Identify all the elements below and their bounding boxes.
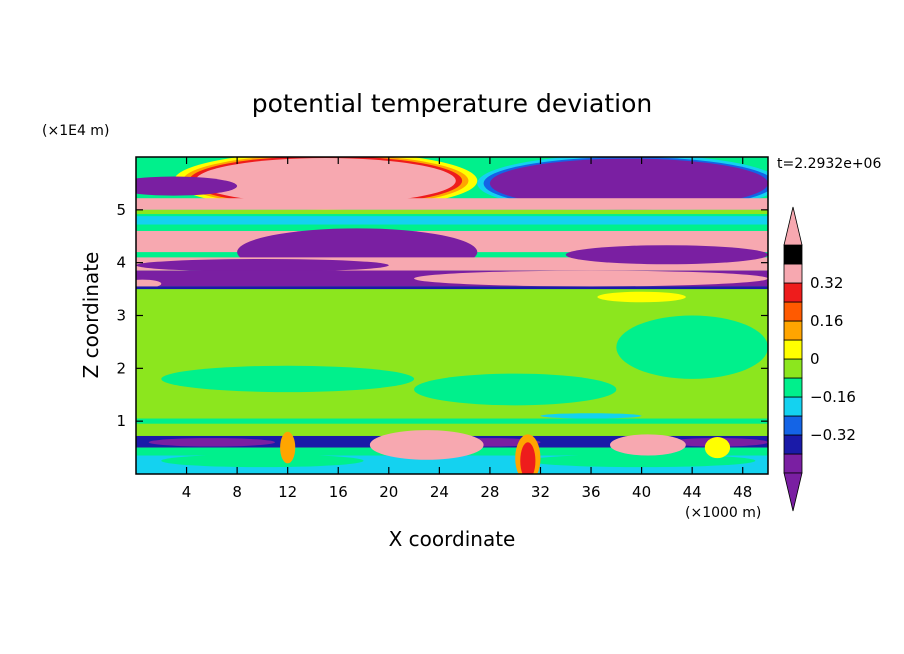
colorbar-swatch [783, 339, 803, 360]
field-region-32 [148, 438, 276, 447]
field-region-13 [136, 216, 768, 225]
y-axis-label: Z coordinate [79, 252, 103, 379]
colorbar-swatch [783, 453, 803, 474]
field-region-23 [136, 286, 768, 290]
colorbar-label: 0.32 [810, 274, 843, 292]
field-region-24 [597, 291, 686, 303]
y-tick-label: 3 [116, 307, 126, 325]
x-axis: 4 8 12 16 20 24 28 32 36 40 44 48 [182, 157, 752, 501]
field-region-43 [280, 431, 296, 464]
x-tick-label: 20 [379, 483, 398, 501]
colorbar-under-triangle [783, 472, 803, 512]
colorbar-swatch [783, 415, 803, 436]
field-region-6 [195, 158, 456, 204]
colorbar-swatch [783, 434, 803, 455]
field-region-22 [136, 279, 162, 289]
x-tick-label: 36 [581, 483, 600, 501]
x-tick-label: 44 [683, 483, 702, 501]
colorbar-swatch [783, 301, 803, 322]
field-region-37 [161, 454, 364, 468]
x-tick-label: 16 [329, 483, 348, 501]
y-axis: 1 2 3 4 5 [116, 201, 768, 430]
y-tick-label: 4 [116, 254, 126, 272]
colorbar-swatch [783, 358, 803, 379]
colorbar-swatch [783, 377, 803, 398]
field-region-19 [565, 245, 768, 265]
x-tick-label: 24 [430, 483, 449, 501]
time-label: t=2.2932e+06 [777, 156, 881, 172]
colorbar-swatch [783, 263, 803, 284]
y-tick-label: 2 [116, 359, 126, 377]
colorbar-over-triangle [783, 206, 803, 246]
field-region-39 [369, 430, 484, 460]
field-region-10 [136, 176, 238, 196]
field-region-25 [161, 365, 415, 393]
colorbar-swatch [783, 244, 803, 265]
chart-title: potential temperature deviation [252, 89, 652, 118]
y-tick-label: 1 [116, 412, 126, 430]
y-unit-label: (×1E4 m) [42, 123, 109, 139]
field-region-29 [136, 423, 768, 435]
field-region-40 [610, 434, 686, 456]
field-region-26 [616, 315, 768, 379]
colorbar-label: −0.32 [810, 426, 856, 444]
colorbar-label: 0 [810, 350, 820, 368]
colorbar: 0.32 0.16 0 −0.16 −0.32 [783, 206, 856, 512]
x-tick-label: 8 [232, 483, 242, 501]
x-tick-label: 4 [182, 483, 192, 501]
field-region-28 [136, 418, 768, 424]
field-region-27 [414, 373, 617, 406]
field-region-38 [527, 454, 756, 468]
y-tick-label: 5 [116, 201, 126, 219]
colorbar-label: 0.16 [810, 312, 843, 330]
field-region-30 [540, 413, 642, 419]
heatmap-field [136, 157, 768, 474]
x-tick-label: 12 [278, 483, 297, 501]
field-region-21 [414, 270, 768, 287]
field-region-14 [136, 224, 768, 231]
field-region-44 [704, 437, 731, 459]
x-unit-label: (×1000 m) [685, 505, 761, 521]
field-region-12 [136, 209, 768, 215]
x-tick-label: 40 [632, 483, 651, 501]
colorbar-swatch [783, 396, 803, 417]
field-region-18 [136, 258, 389, 272]
field-region-9 [489, 158, 768, 209]
x-tick-label: 32 [531, 483, 550, 501]
colorbar-swatch [783, 282, 803, 303]
x-axis-label: X coordinate [389, 527, 516, 551]
colorbar-swatch [783, 320, 803, 341]
field-region-11 [136, 198, 768, 210]
x-tick-label: 48 [733, 483, 752, 501]
x-tick-label: 28 [480, 483, 499, 501]
colorbar-label: −0.16 [810, 388, 856, 406]
field-region-42 [520, 442, 536, 474]
